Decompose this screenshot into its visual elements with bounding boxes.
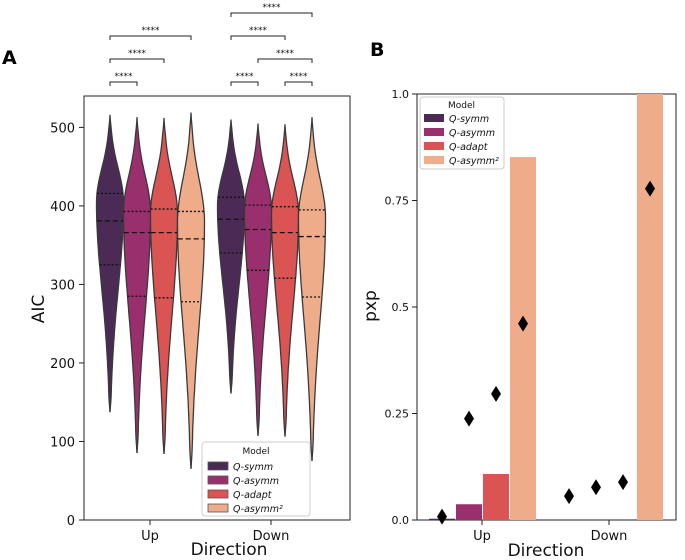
marker-Q-symm-Down [564, 488, 574, 505]
panel-b-legend-swatch [424, 114, 444, 122]
marker-Q-asymm²-Down [645, 180, 655, 197]
marker-Q-adapt-Up [491, 385, 501, 402]
panel-a: A AIC Direction 0 100 200 300 400 500 Up Down **… [2, 3, 351, 560]
panel-a-legend-entry: Q-asymm² [233, 504, 283, 515]
panel-b-legend-entry: Q-asymm [449, 128, 495, 139]
significance-bracket [230, 12, 313, 17]
panel-a-legend-entry: Q-symm [233, 462, 273, 473]
significance-bracket [230, 81, 259, 86]
violin-Q-symm-Up [95, 114, 125, 413]
marker-Q-asymm-Down [591, 479, 601, 496]
panel-a-y-tick-label: 500 [50, 121, 75, 136]
significance-bracket [257, 58, 313, 63]
bar-Q-asymm²-Up [510, 157, 536, 520]
panel-b-legend-swatch [424, 156, 444, 164]
bar-Q-adapt-Up [483, 473, 509, 520]
significance-label: **** [115, 72, 134, 82]
panel-b-x-tick-label: Up [473, 529, 491, 544]
panel-a-y-tick-label: 200 [50, 357, 75, 372]
marker-Q-asymm-Up [464, 410, 474, 427]
panel-b-y-tick-label: 0.0 [392, 514, 410, 527]
violin-Q-asymm-Down [243, 123, 273, 436]
significance-label: **** [276, 49, 295, 59]
panel-b-legend-entry: Q-symm [449, 114, 489, 125]
significance-bracket [109, 35, 192, 40]
significance-label: **** [290, 72, 309, 82]
panel-a-legend-entry: Q-asymm [233, 476, 279, 487]
panel-b-legend-swatch [424, 128, 444, 136]
violin-Q-asymm²-Up [176, 112, 206, 469]
panel-a-plot: 0 100 200 300 400 500 Up Down **** **** **** **** **… [50, 3, 351, 544]
panel-a-x-axis-label: Direction [191, 540, 268, 560]
bar-Q-asymm-Up [456, 504, 482, 520]
significance-bracket [109, 81, 138, 86]
panel-b-legend-entry: Q-asymm² [449, 156, 499, 167]
panel-a-legend-title: Model [242, 447, 269, 457]
panel-b-legend-title: Model [448, 101, 475, 111]
panel-b-plot: 0.0 0.25 0.5 0.75 1.0 Up Down Model Q-symm Q-asym… [385, 88, 677, 544]
panel-a-y-tick-label: 100 [50, 435, 75, 450]
panel-a-legend-entry: Q-adapt [233, 490, 273, 501]
significance-label: **** [128, 49, 147, 59]
significance-bracket [230, 35, 286, 40]
violin-Q-symm-Down [216, 119, 246, 394]
marker-Q-symm-Up [437, 508, 447, 525]
significance-bracket [109, 58, 165, 63]
panel-b-y-axis-label: pxp [361, 290, 381, 322]
panel-b-y-tick-label: 0.5 [392, 301, 410, 314]
panel-a-x-tick-label: Up [141, 529, 159, 544]
panel-a-axes-frame [83, 95, 351, 521]
marker-Q-adapt-Down [618, 474, 628, 491]
panel-b-label: B [370, 39, 384, 61]
violin-Q-adapt-Up [149, 117, 179, 454]
panel-a-legend-box [201, 441, 311, 517]
significance-label: **** [142, 26, 161, 36]
significance-bracket [284, 81, 313, 86]
panel-b-y-tick-label: 0.25 [385, 408, 410, 421]
panel-a-legend-swatch [207, 503, 229, 513]
panel-a-label: A [2, 47, 17, 69]
panel-a-legend-swatch [207, 461, 229, 471]
marker-Q-asymm²-Up [518, 315, 528, 332]
panel-a-legend-swatch [207, 475, 229, 485]
panel-a-y-tick-label: 400 [50, 200, 75, 215]
panel-a-x-tick-label: Down [253, 529, 290, 544]
violin-Q-asymm²-Down [297, 117, 327, 461]
panel-a-legend-swatch [207, 489, 229, 499]
violin-Q-adapt-Down [270, 124, 300, 437]
panel-a-y-tick-label: 300 [50, 278, 75, 293]
panel-b-legend-swatch [424, 142, 444, 150]
panel-b-x-tick-label: Down [591, 529, 628, 544]
panel-b-legend-entry: Q-adapt [449, 142, 489, 153]
significance-label: **** [236, 72, 255, 82]
panel-a-y-axis-label: AIC [29, 295, 49, 324]
panel-b: B pxp Direction 0.0 0.25 0.5 0.75 1.0 Up Down M… [361, 39, 677, 560]
panel-b-y-tick-label: 1.0 [392, 88, 410, 101]
bar-Q-asymm²-Down [637, 94, 663, 520]
violin-Q-asymm-Up [122, 117, 152, 454]
panel-a-y-tick-label: 0 [67, 514, 75, 529]
panel-b-x-axis-label: Direction [508, 541, 585, 560]
panel-b-y-tick-label: 0.75 [385, 195, 410, 208]
significance-label: **** [263, 3, 282, 13]
significance-label: **** [249, 26, 268, 36]
